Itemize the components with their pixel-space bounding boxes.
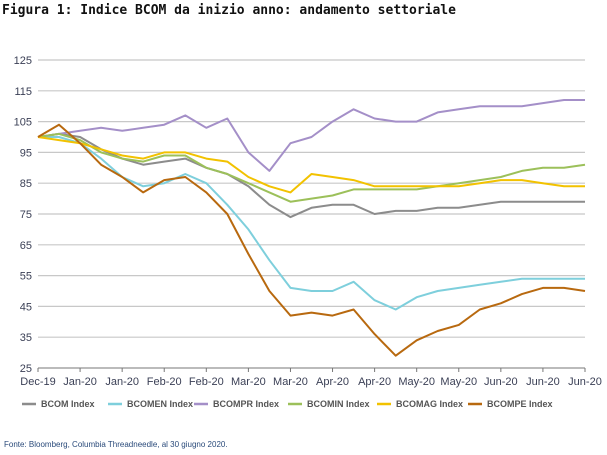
legend-label: BCOMPE Index [487,399,553,409]
series-line-3 [37,132,586,203]
series-line-2 [37,99,585,172]
y-tick-label: 85 [20,178,32,190]
x-tick-label: Jun-20 [484,376,518,388]
y-tick-label: 115 [14,86,32,98]
x-tick-label: Mar-20 [231,376,266,388]
legend-label: BCOMAG Index [396,399,463,409]
x-tick-label: Dec-19 [20,376,55,388]
y-tick-label: 65 [20,240,32,252]
series-line-0 [37,132,585,219]
x-tick-label: Apr-20 [358,376,391,388]
x-tick-label: Mar-20 [273,376,308,388]
x-tick-label: Jun-20 [568,376,602,388]
chart-title: Figura 1: Indice BCOM da inizio anno: an… [2,3,456,18]
chart: 25 35 45 55 65 75 85 95 105 115 125 Dec-19 Jan-20 Ja… [14,55,602,409]
y-tick-label: 75 [20,209,32,221]
y-tick-label: 105 [14,117,32,129]
x-tick-label: Feb-20 [189,376,224,388]
y-tick-label: 45 [20,301,32,313]
x-tick-label: May-20 [440,376,477,388]
x-tick-label: May-20 [398,376,435,388]
series-line-5 [37,123,586,357]
y-tick-label: 55 [20,271,32,283]
x-tick-label: Jun-20 [526,376,560,388]
legend-label: BCOMIN Index [307,399,370,409]
x-tick-label: Jan-20 [63,376,97,388]
x-tick-label: Jan-20 [105,376,139,388]
series-line-1 [38,136,585,311]
x-tick-label: Feb-20 [147,376,182,388]
legend-label: BCOM Index [41,399,95,409]
legend-label: BCOMEN Index [127,399,193,409]
source-note: Fonte: Bloomberg, Columbia Threadneedle,… [4,440,228,449]
y-tick-label: 95 [20,147,32,159]
y-tick-label: 25 [20,363,32,375]
y-tick-label: 125 [14,55,32,67]
y-tick-label: 35 [20,332,32,344]
series-line-4 [37,136,585,194]
x-tick-label: Apr-20 [316,376,349,388]
legend-label: BCOMPR Index [213,399,279,409]
